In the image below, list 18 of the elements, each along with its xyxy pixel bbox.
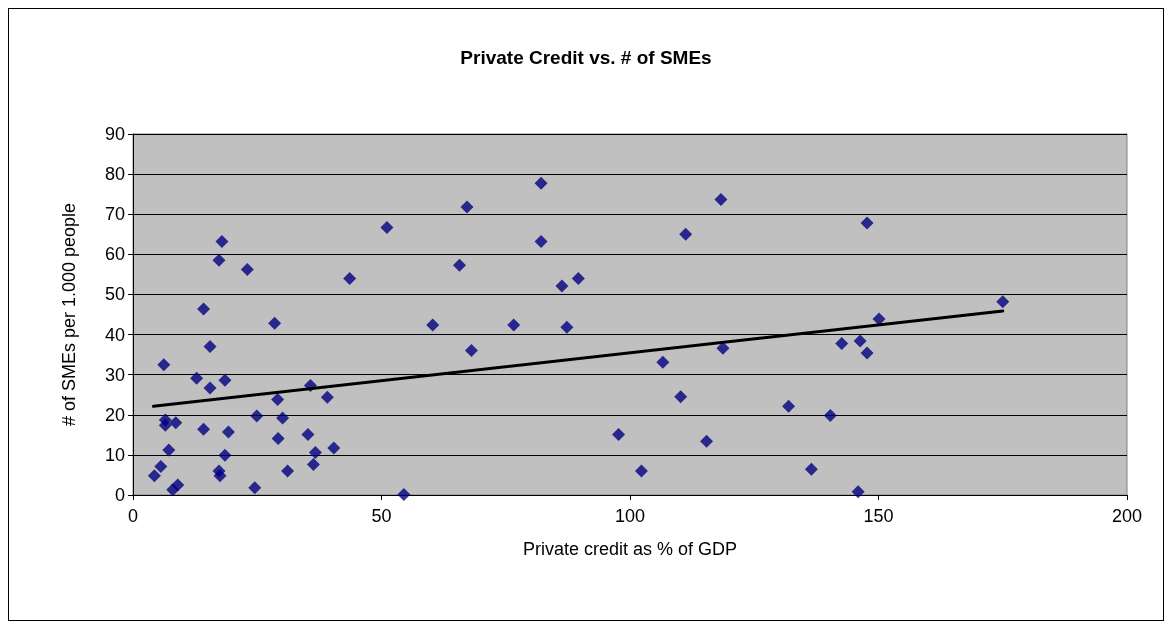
y-tick-label: 80 [104,164,125,185]
x-tick-label: 100 [614,506,646,526]
chart-title: Private Credit vs. # of SMEs [460,47,712,68]
y-tick-label: 30 [104,364,125,385]
x-axis-title: Private credit as % of GDP [522,539,738,559]
y-tick-label: 90 [104,124,125,144]
y-axis-title: # of SMEs per 1.000 people [59,202,79,427]
y-tick-label: 20 [104,404,125,425]
x-tick-label: 200 [1111,506,1143,526]
y-tick-label: 0 [114,485,125,505]
x-tick-label: 50 [371,506,392,526]
y-tick-label: 10 [104,444,125,465]
y-tick-label: 70 [104,204,125,225]
x-tick-label: 150 [863,506,894,526]
y-tick-label: 40 [104,324,125,345]
y-tick-label: 50 [104,284,125,305]
x-tick-label: 0 [127,506,139,526]
y-tick-label: 60 [104,244,125,265]
